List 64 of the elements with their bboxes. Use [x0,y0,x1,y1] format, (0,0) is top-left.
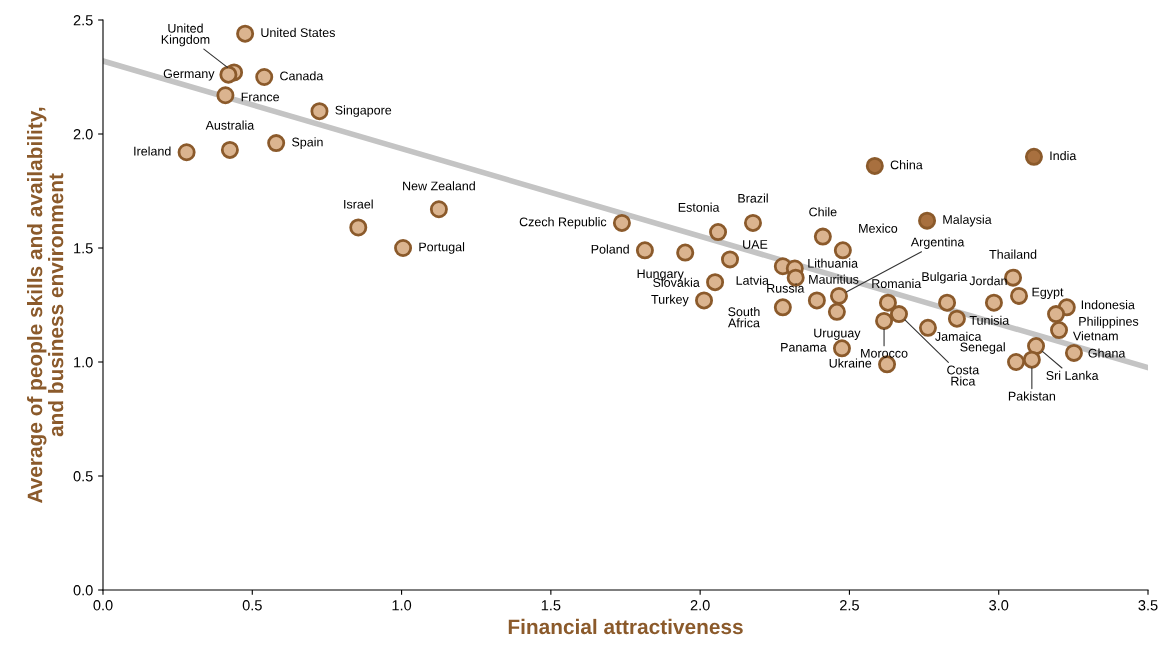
x-tick-label: 0.0 [93,600,113,611]
annotation: Brazil [738,193,768,203]
annotation: Thailand [989,249,1037,259]
annotation: Canada [280,71,324,81]
x-tick-label: 3.5 [1138,600,1158,611]
annotation: Costa Rica [947,365,980,386]
annotation: United States [261,27,335,38]
x-tick-label: 1.5 [541,600,561,611]
annotation: Turkey [651,294,689,307]
annotation: Senegal [960,342,1005,354]
annotation: Tunisia [969,315,1010,325]
annotation: Lithuania [808,258,859,268]
annotation: Mexico [859,223,898,233]
annotation: Russia [767,283,805,293]
annotation: Vietnam [1072,331,1118,341]
annotation: Indonesia [1081,300,1135,310]
annotation: Germany [163,69,215,81]
annotation: Estonia [678,202,720,212]
annotation: Poland [591,244,629,254]
x-tick-label: 1.0 [392,600,412,611]
y-axis-title: Average of people skills and availability, and business environment [27,107,64,504]
x-tick-label: 2.5 [840,600,859,611]
annotation: Ireland [134,146,171,156]
annotation: Ghana [1088,348,1126,358]
annotation: France [241,92,280,102]
annotation: Latvia [736,275,769,285]
annotation: Malaysia [943,214,992,227]
y-tick-label: 2.0 [73,129,93,140]
annotation: Pakistan [1008,391,1056,401]
annotation: Morocco [861,348,908,358]
x-tick-label: 3.0 [989,600,1009,611]
annotation: Portugal [419,242,465,254]
annotation: Romania [872,278,922,289]
annotation: Sri Lanka [1046,370,1099,380]
annotation: Chile [809,207,837,217]
y-tick-label: 0.5 [73,471,93,482]
annotation: Jamaica [935,331,982,341]
y-tick-label: 1.5 [74,243,93,254]
x-axis-title: Financial attractiveness [508,618,743,635]
y-tick-label: 2.5 [73,15,93,26]
annotation: Czech Republic [519,217,607,229]
y-tick-label: 0.0 [73,585,93,596]
annotation: Spain [292,137,323,149]
annotation: Philippines [1079,316,1139,329]
annotation: Mauritius [809,274,859,284]
annotation: India [1050,150,1077,161]
x-tick-label: 0.5 [242,600,262,611]
y-tick-label: 1.0 [74,357,93,368]
annotation: United Kingdom [161,23,210,47]
annotation: Bulgaria [922,271,968,284]
annotation: New Zealand [403,181,475,191]
annotation: Panama [781,342,827,352]
annotation: Jordan [969,276,1007,286]
annotation: Egypt [1032,287,1064,299]
annotation: Singapore [335,105,392,118]
annotation: Argentina [910,237,965,249]
annotation: Ukraine [829,358,872,368]
annotation: South Africa [728,306,760,328]
annotation: UAE [743,240,768,249]
annotation: Israel [344,199,373,209]
annotation: Australia [205,120,255,130]
annotation: Uruguay [814,328,861,340]
x-tick-label: 2.0 [690,600,710,611]
annotation: China [890,160,923,170]
